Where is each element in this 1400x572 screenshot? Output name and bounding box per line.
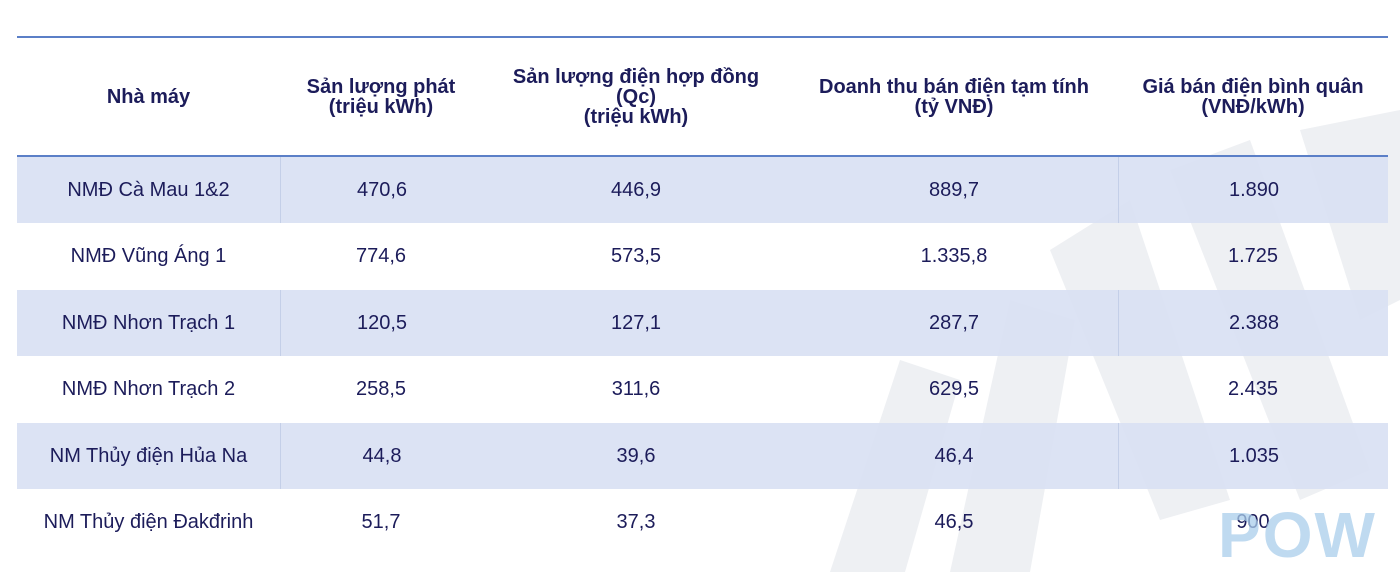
table-row: NMĐ Nhơn Trạch 1 120,5 127,1 287,7 2.388 [17, 290, 1388, 356]
value-cell: 120,5 [280, 290, 483, 356]
value-cell: 1.725 [1227, 245, 1279, 267]
value-cell: 446,9 [610, 178, 662, 201]
header-rule [17, 155, 1388, 157]
plant-name: NMĐ Nhơn Trạch 1 [61, 311, 236, 334]
header-text: (VNĐ/kWh) [1201, 95, 1305, 118]
header-text: Sản lượng điện hợp đồng [512, 65, 760, 88]
table-top-rule [17, 36, 1388, 38]
value-cell: 39,6 [616, 444, 656, 467]
value-cell: 889,7 [928, 178, 980, 201]
value-cell: 1.335,8 [920, 245, 988, 267]
value-cell: 573,5 [610, 245, 662, 267]
table-row: NMĐ Nhơn Trạch 2 258,5 311,6 629,5 2.435 [17, 357, 1388, 423]
header-text: Doanh thu bán điện tạm tính [819, 75, 1089, 98]
header-text: Nhà máy [106, 85, 191, 108]
value-cell: 127,1 [610, 311, 662, 334]
logo: POW [1218, 499, 1377, 571]
table-row: NM Thủy điện Đakđrinh 51,7 37,3 46,5 900 [17, 490, 1388, 556]
header-cell: Giá bán điện bình quân (VNĐ/kWh) [1118, 38, 1388, 155]
value-cell: 311,6 [611, 378, 661, 400]
header-cell: Nhà máy [17, 38, 280, 155]
header-cell: Sản lượng phát (triệu kWh) [280, 38, 482, 155]
table-row: NMĐ Vũng Áng 1 774,6 573,5 1.335,8 1.725 [17, 224, 1388, 290]
value-cell: 46,5 [934, 511, 974, 533]
value-cell: 774,6 [355, 245, 407, 267]
plant-name: NMĐ Nhơn Trạch 2 [61, 378, 236, 400]
value-cell: 900 [1236, 511, 1270, 533]
header-text: (Qc) [616, 85, 656, 108]
header-cell: Sản lượng điện hợp đồng (Qc) (triệu kWh) [482, 38, 790, 155]
header-text: (tỷ VNĐ) [914, 95, 994, 118]
header-cell: Doanh thu bán điện tạm tính (tỷ VNĐ) [790, 38, 1118, 155]
header-text: (triệu kWh) [328, 95, 434, 118]
value-cell: 37,3 [616, 511, 656, 533]
value-cell: 46,4 [934, 444, 974, 467]
value-cell: 44,8 [280, 423, 483, 489]
value-cell: 258,5 [355, 378, 407, 400]
table-row: NM Thủy điện Hủa Na 44,8 39,6 46,4 1.035 [17, 423, 1388, 489]
plant-name: NM Thủy điện Hủa Na [49, 444, 248, 467]
value-cell: 2.388 [1118, 290, 1389, 356]
header-text: (triệu kWh) [583, 105, 689, 128]
value-cell: 470,6 [280, 157, 483, 223]
header-text: Sản lượng phát [306, 75, 456, 98]
table-row: NMĐ Cà Mau 1&2 470,6 446,9 889,7 1.890 [17, 157, 1388, 223]
header-text: Giá bán điện bình quân [1142, 75, 1364, 98]
value-cell: 2.435 [1227, 378, 1279, 400]
value-cell: 629,5 [928, 378, 980, 400]
value-cell: 1.035 [1118, 423, 1389, 489]
plant-name: NM Thủy điện Đakđrinh [43, 511, 254, 533]
value-cell: 1.890 [1118, 157, 1389, 223]
plant-name: NMĐ Cà Mau 1&2 [67, 178, 230, 201]
value-cell: 51,7 [361, 511, 401, 533]
value-cell: 287,7 [928, 311, 980, 334]
plant-name: NMĐ Vũng Áng 1 [70, 245, 227, 267]
